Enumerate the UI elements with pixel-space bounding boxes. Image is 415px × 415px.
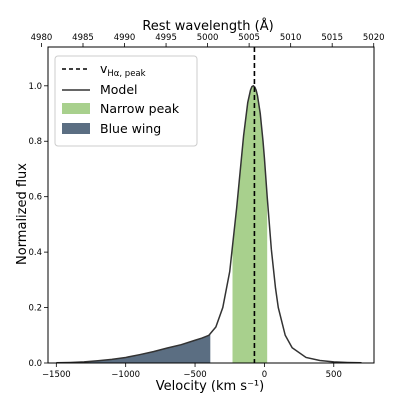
y-tick-label: 0.8 xyxy=(28,137,42,147)
chart-fills xyxy=(56,85,268,364)
legend-box xyxy=(54,55,198,147)
top-tick-label: 5015 xyxy=(321,33,343,43)
legend: vHα, peak Model Narrow peak Blue wing xyxy=(54,55,198,147)
plot-frame xyxy=(47,46,375,364)
legend-vline-label: vHα, peak xyxy=(100,61,146,79)
x-tick-label: 500 xyxy=(326,370,342,380)
x-axis-title: Velocity (km s⁻¹) xyxy=(156,379,264,394)
legend-blue-swatch xyxy=(62,123,90,134)
x-tick-label: −1500 xyxy=(42,370,71,380)
legend-narrow-label: Narrow peak xyxy=(100,101,180,116)
top-tick-label: 4995 xyxy=(155,33,177,43)
y-axis-title: Normalized flux xyxy=(15,163,30,265)
y-tick-label: 1.0 xyxy=(28,82,42,92)
top-tick-label: 5005 xyxy=(238,33,260,43)
top-tick-label: 4985 xyxy=(72,33,94,43)
top-tick-label: 4980 xyxy=(31,33,53,43)
blue-wing-area xyxy=(56,333,211,363)
chart-series xyxy=(56,47,362,364)
x-tick-label: 0 xyxy=(262,370,267,380)
y-tick-label: 0.0 xyxy=(28,359,42,369)
top-axis-title: Rest wavelength (Å) xyxy=(142,18,273,34)
legend-blue-label: Blue wing xyxy=(100,121,161,136)
top-tick-label: 5000 xyxy=(197,33,219,43)
top-tick-label: 5020 xyxy=(363,33,385,43)
legend-narrow-swatch xyxy=(62,103,90,114)
x-tick-label: −1000 xyxy=(111,370,140,380)
model-line xyxy=(56,84,362,364)
top-tick-label: 5010 xyxy=(280,33,302,43)
y-tick-label: 0.2 xyxy=(28,304,42,314)
narrow-peak-area xyxy=(232,85,268,364)
y-tick-label: 0.6 xyxy=(28,193,42,203)
top-tick-label: 4990 xyxy=(114,33,136,43)
legend-model-label: Model xyxy=(100,82,138,97)
x-tick-label: −500 xyxy=(183,370,206,380)
chart-ticks: −1500 −1000 −500 0 500 4980 4985 4990 4995 5000 50… xyxy=(28,33,384,380)
y-tick-label: 0.4 xyxy=(28,248,42,258)
